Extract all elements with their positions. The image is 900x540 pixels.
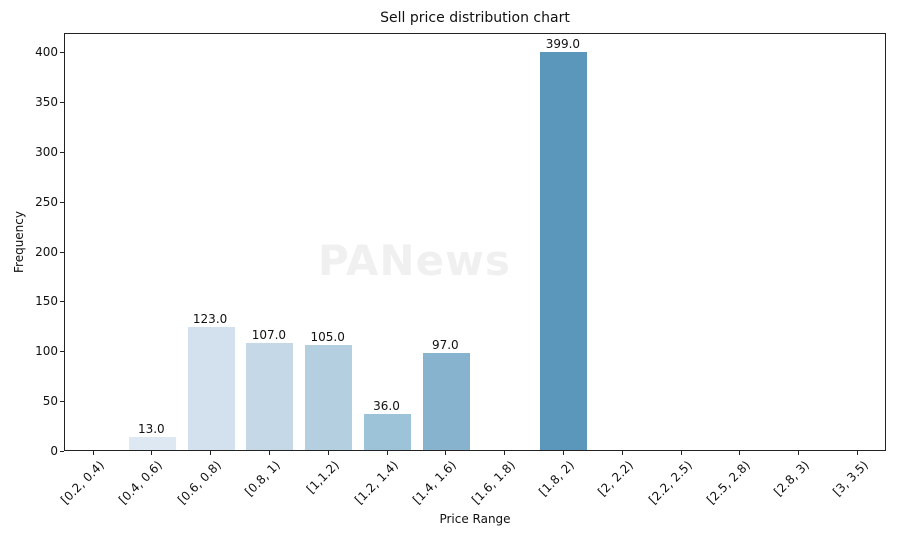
x-tick-label: [1.6, 1.8) [469, 458, 518, 507]
y-tick-label: 350 [35, 94, 58, 109]
bar-value-label: 399.0 [545, 36, 581, 51]
x-tick-label: [0.6, 0.8) [175, 458, 224, 507]
y-tick-mark [60, 201, 64, 203]
y-tick-label: 300 [35, 144, 58, 159]
bar [364, 414, 411, 450]
chart-title: Sell price distribution chart [380, 10, 570, 26]
x-tick-label: [2.5, 2.8) [704, 458, 754, 507]
y-tick-mark [60, 351, 64, 353]
x-tick-mark [504, 451, 506, 455]
bar-value-label: 36.0 [373, 399, 400, 414]
x-tick-mark [445, 451, 447, 455]
x-tick-label: [2.8, 3) [771, 458, 812, 499]
x-tick-label: [2, 2.2) [594, 458, 636, 499]
y-tick-mark [60, 401, 64, 403]
y-tick-label: 200 [35, 244, 58, 259]
bar [422, 353, 470, 450]
x-tick-mark [739, 451, 741, 455]
bar-value-label: 123.0 [192, 312, 228, 327]
y-tick-label: 50 [42, 394, 58, 409]
x-tick-label: [1,1.2) [303, 458, 342, 497]
x-tick-mark [621, 451, 623, 455]
bar-value-label: 105.0 [310, 330, 345, 345]
y-tick-mark [60, 151, 64, 153]
y-tick-mark [60, 251, 64, 253]
bar [246, 343, 294, 450]
x-tick-label: [0.4, 0.6) [116, 458, 166, 507]
plot-area [64, 33, 886, 451]
y-tick-label: 100 [35, 344, 58, 359]
x-tick-label: [0.2, 0.4) [57, 458, 107, 507]
x-tick-label: [1.8, 2) [535, 458, 577, 499]
x-tick-mark [92, 451, 94, 455]
y-tick-label: 400 [35, 45, 58, 59]
x-tick-label: [1.4, 1.6) [410, 458, 460, 507]
x-tick-mark [327, 451, 329, 455]
x-tick-mark [680, 451, 682, 455]
y-axis-label: Frequency [12, 211, 26, 273]
x-tick-mark [386, 451, 388, 455]
x-tick-label: [1.2, 1.4) [351, 458, 401, 507]
y-tick-mark [60, 451, 64, 452]
watermark: PANews [318, 236, 511, 285]
x-tick-mark [268, 451, 270, 455]
x-tick-label: [2.2, 2.5) [645, 458, 695, 507]
bar [187, 327, 235, 450]
bar [128, 437, 176, 450]
bar-value-label: 107.0 [251, 328, 287, 343]
y-tick-label: 250 [35, 194, 58, 209]
x-tick-mark [562, 451, 564, 455]
bar [305, 345, 353, 450]
x-tick-label: [0.8, 1) [241, 458, 283, 499]
y-tick-label: 150 [35, 294, 58, 309]
x-tick-mark [210, 451, 212, 455]
x-tick-mark [856, 451, 858, 455]
x-tick-label: [3, 3.5) [829, 458, 871, 499]
x-axis-label: Price Range [439, 512, 511, 526]
x-tick-mark [151, 451, 153, 455]
x-tick-mark [798, 451, 800, 455]
y-tick-mark [60, 101, 64, 103]
bar [540, 52, 588, 450]
bar-value-label: 13.0 [137, 422, 165, 437]
bar-value-label: 97.0 [431, 338, 459, 353]
y-tick-mark [60, 301, 64, 303]
y-tick-label: 0 [50, 444, 58, 458]
y-tick-mark [60, 52, 64, 53]
